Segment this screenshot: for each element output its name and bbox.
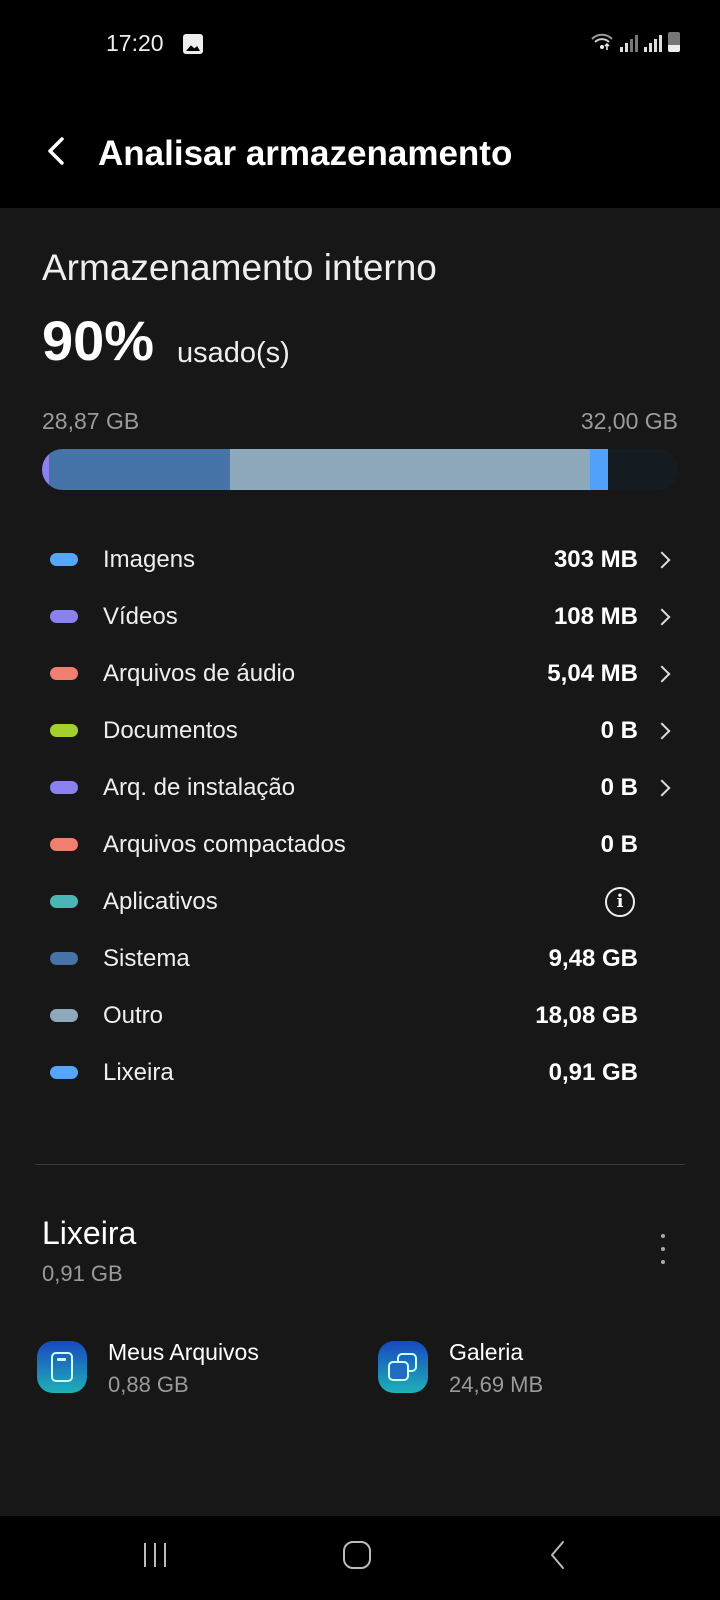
trash-section-title: Lixeira	[42, 1215, 137, 1251]
system-icons	[590, 32, 680, 52]
category-row[interactable]: Arq. de instalação 0 B	[0, 759, 720, 816]
category-row: Outro 18,08 GB	[0, 987, 720, 1044]
storage-title: Armazenamento interno	[42, 247, 437, 288]
clock: 17:20	[106, 30, 164, 56]
my-files-icon	[37, 1341, 87, 1393]
divider	[35, 1164, 685, 1165]
category-row[interactable]: Imagens 303 MB	[0, 531, 720, 588]
category-label: Lixeira	[103, 1058, 174, 1086]
bar-segment-sistema	[49, 449, 231, 490]
chevron-right-icon	[653, 665, 671, 682]
category-size: 9,48 GB	[548, 944, 638, 972]
category-row: Lixeira 0,91 GB	[0, 1044, 720, 1101]
recent-apps-icon[interactable]	[140, 1540, 170, 1570]
trash-size: 0,91 GB	[42, 1261, 123, 1286]
category-label: Outro	[103, 1001, 164, 1029]
bar-segment-outro	[230, 449, 590, 490]
chevron-right-icon	[653, 551, 671, 568]
color-dot	[50, 952, 78, 965]
page-title: Analisar armazenamento	[98, 134, 513, 173]
category-size: 0,91 GB	[548, 1058, 638, 1086]
app-name: Galeria	[449, 1339, 524, 1365]
category-size: 0 B	[600, 716, 638, 744]
category-label: Arq. de instalação	[103, 773, 296, 801]
gallery-app-icon	[378, 1341, 428, 1393]
home-icon[interactable]	[342, 1540, 372, 1570]
total-size: 32,00 GB	[580, 408, 678, 434]
category-label: Arquivos de áudio	[103, 659, 296, 687]
battery-icon	[668, 32, 680, 52]
more-options-icon[interactable]	[660, 1234, 666, 1264]
category-label: Sistema	[103, 944, 190, 972]
category-label: Imagens	[103, 545, 196, 573]
wifi-icon	[590, 32, 614, 52]
color-dot	[50, 781, 78, 794]
category-size: 18,08 GB	[535, 1001, 638, 1029]
category-label: Aplicativos	[103, 887, 218, 915]
category-row[interactable]: Vídeos 108 MB	[0, 588, 720, 645]
app-size: 0,88 GB	[108, 1372, 189, 1397]
app-name: Meus Arquivos	[108, 1339, 259, 1365]
category-label: Arquivos compactados	[103, 830, 346, 858]
category-size: 108 MB	[553, 602, 638, 630]
gallery-notification-icon	[183, 34, 203, 54]
app-size: 24,69 MB	[449, 1372, 544, 1397]
signal-icon	[644, 35, 662, 52]
category-label: Documentos	[103, 716, 238, 744]
bar-segment-lixeira	[589, 449, 608, 490]
color-dot	[50, 1066, 78, 1079]
category-row: Arquivos compactados 0 B	[0, 816, 720, 873]
category-label: Vídeos	[103, 602, 178, 630]
signal-icon	[620, 35, 638, 52]
category-row: Sistema 9,48 GB	[0, 930, 720, 987]
color-dot	[50, 610, 78, 623]
back-icon[interactable]	[548, 1540, 568, 1570]
color-dot	[50, 895, 78, 908]
storage-usage-bar	[42, 449, 678, 490]
navigation-bar	[0, 1516, 720, 1600]
info-icon[interactable]: i	[605, 886, 635, 917]
color-dot	[50, 1009, 78, 1022]
category-size: 5,04 MB	[547, 659, 638, 687]
used-percent: 90%	[42, 309, 155, 372]
category-row[interactable]: Aplicativos i	[0, 873, 720, 930]
status-bar: 17:20 Analisar armazenamento	[0, 0, 720, 208]
color-dot	[50, 724, 78, 737]
category-size: 0 B	[600, 830, 638, 858]
color-dot	[50, 553, 78, 566]
category-size: 0 B	[600, 773, 638, 801]
used-label: usado(s)	[177, 337, 290, 369]
color-dot	[50, 667, 78, 680]
chevron-right-icon	[653, 779, 671, 796]
category-size: 303 MB	[553, 545, 638, 573]
bar-segment-small	[42, 449, 49, 490]
back-arrow-icon[interactable]	[42, 136, 72, 166]
chevron-right-icon	[653, 722, 671, 739]
chevron-right-icon	[653, 608, 671, 625]
category-row[interactable]: Documentos 0 B	[0, 702, 720, 759]
used-size: 28,87 GB	[42, 408, 140, 434]
category-row[interactable]: Arquivos de áudio 5,04 MB	[0, 645, 720, 702]
color-dot	[50, 838, 78, 851]
